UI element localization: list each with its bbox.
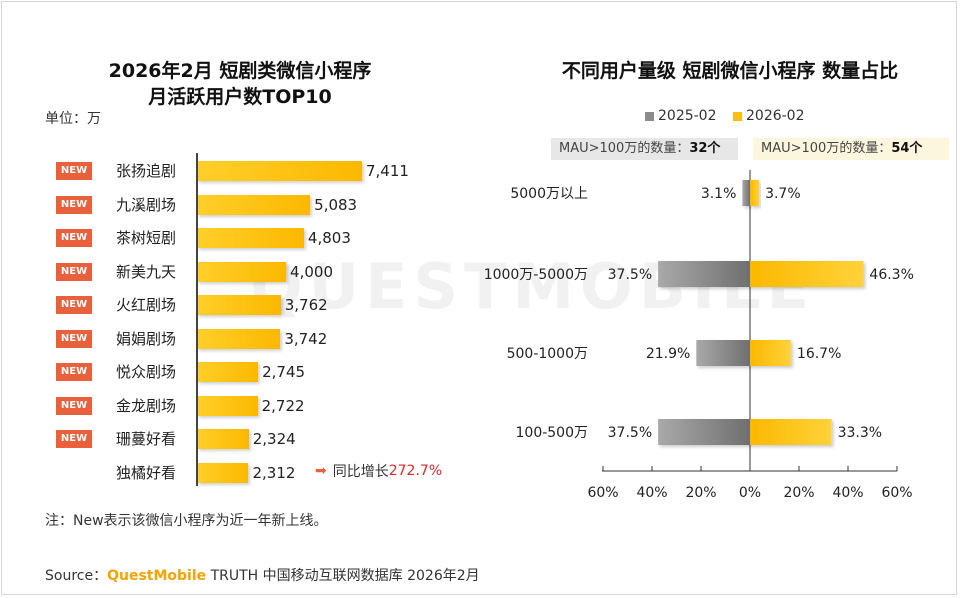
unit-label: 单位：万 bbox=[45, 111, 101, 127]
x-tick-label: 40% bbox=[832, 485, 863, 501]
bar-category-label: 金龙剧场 bbox=[116, 396, 177, 415]
bar-2025 bbox=[658, 261, 750, 287]
bar bbox=[197, 395, 258, 416]
new-tag: NEW bbox=[56, 229, 92, 247]
bar-2026 bbox=[750, 261, 864, 287]
bar-category-label: 茶树短剧 bbox=[116, 229, 177, 247]
bar-value-label: 3,762 bbox=[284, 296, 328, 314]
legend-label-2025: 2025-02 bbox=[658, 108, 717, 124]
bar-category-label: 悦众剧场 bbox=[116, 363, 177, 381]
new-tag: NEW bbox=[56, 396, 92, 415]
bar-2026 bbox=[750, 340, 791, 366]
x-tick-label: 40% bbox=[636, 485, 667, 501]
bar-2025 bbox=[742, 180, 750, 206]
legend-2026: 2026-02 bbox=[733, 108, 805, 124]
mau-2025-box: MAU>100万的数量：32个 bbox=[551, 138, 738, 160]
bar-value-label: 4,000 bbox=[290, 262, 333, 281]
footnote: 注：New表示该微信小程序为近一年新上线。 bbox=[45, 513, 328, 529]
bar-value-label: 5,083 bbox=[314, 195, 358, 214]
left-chart-title: 2026年2月 短剧类微信小程序 月活跃用户数TOP10 bbox=[80, 58, 400, 110]
bar bbox=[197, 161, 362, 181]
right-chart-title: 不同用户量级 短剧微信小程序 数量占比 bbox=[561, 60, 899, 82]
bar-value-label: 2,312 bbox=[252, 463, 296, 482]
mau-2026-label: MAU>100万的数量： bbox=[761, 141, 892, 156]
bar-value-label: 7,411 bbox=[366, 162, 409, 180]
bar-2026-value-label: 46.3% bbox=[869, 267, 913, 283]
bar-2026-value-label: 33.3% bbox=[838, 425, 882, 441]
tier-category-label: 100-500万 bbox=[516, 425, 589, 441]
bar-2025 bbox=[696, 340, 750, 366]
x-tick-label: 60% bbox=[587, 485, 618, 501]
source-line: Source：QuestMobile TRUTH 中国移动互联网数据库 2026… bbox=[45, 565, 480, 585]
tier-category-label: 5000万以上 bbox=[510, 186, 588, 202]
legend-2025: 2025-02 bbox=[645, 108, 717, 124]
left-axis-line bbox=[196, 153, 198, 486]
bar-category-label: 珊蔓好看 bbox=[116, 430, 177, 448]
bar-category-label: 九溪剧场 bbox=[116, 195, 177, 214]
tier-category-label: 1000万-5000万 bbox=[484, 267, 588, 283]
x-tick-label: 0% bbox=[739, 485, 761, 501]
x-tick-label: 60% bbox=[881, 485, 912, 501]
bar-category-label: 新美九天 bbox=[116, 262, 177, 281]
new-tag: NEW bbox=[56, 363, 92, 381]
bar bbox=[197, 261, 287, 282]
bar-value-label: 2,324 bbox=[252, 430, 296, 448]
left-title-line1: 2026年2月 短剧类微信小程序 bbox=[108, 60, 372, 82]
bar-2025-value-label: 21.9% bbox=[646, 346, 690, 362]
bar-category-label: 火红剧场 bbox=[116, 296, 177, 314]
new-tag: NEW bbox=[56, 329, 92, 348]
legend-swatch-2026 bbox=[733, 111, 742, 121]
bar-2025-value-label: 37.5% bbox=[608, 267, 652, 283]
source-label: Source： bbox=[45, 568, 108, 584]
bar-2025 bbox=[658, 419, 750, 445]
new-tag: NEW bbox=[56, 296, 92, 314]
bar-value-label: 4,803 bbox=[307, 229, 351, 247]
mau-2025-value: 32个 bbox=[689, 141, 721, 156]
source-brand: QuestMobile bbox=[107, 568, 207, 584]
bar-value-label: 3,742 bbox=[284, 329, 328, 348]
bar bbox=[197, 328, 281, 349]
bar-value-label: 2,745 bbox=[262, 363, 306, 381]
growth-label: 同比增长 bbox=[332, 464, 389, 480]
bar-2026 bbox=[750, 180, 760, 206]
new-tag: NEW bbox=[56, 195, 92, 214]
growth-annotation: ➡ 同比增长 272.7% bbox=[315, 461, 442, 481]
bar-category-label: 张扬追剧 bbox=[116, 162, 177, 180]
legend-label-2026: 2026-02 bbox=[746, 108, 805, 124]
legend-swatch-2025 bbox=[645, 111, 654, 121]
new-tag: NEW bbox=[56, 262, 92, 281]
bar-value-label: 2,722 bbox=[261, 396, 305, 415]
new-tag: NEW bbox=[56, 162, 92, 180]
x-tick-label: 20% bbox=[783, 485, 814, 501]
bar-category-label: 独橘好看 bbox=[116, 463, 177, 482]
source-text: TRUTH 中国移动互联网数据库 2026年2月 bbox=[206, 568, 480, 584]
tier-category-label: 500-1000万 bbox=[507, 346, 588, 362]
bar-2025-value-label: 37.5% bbox=[608, 425, 652, 441]
bar bbox=[197, 194, 311, 215]
bar-2026-value-label: 3.7% bbox=[765, 186, 801, 202]
bar bbox=[197, 228, 304, 248]
mau-2025-label: MAU>100万的数量： bbox=[559, 141, 690, 156]
mau-2026-box: MAU>100万的数量：54个 bbox=[753, 138, 949, 160]
mau-2026-value: 54个 bbox=[891, 141, 923, 156]
bar bbox=[197, 295, 281, 315]
x-tick-label: 20% bbox=[685, 485, 716, 501]
arrow-right-icon: ➡ bbox=[315, 463, 327, 479]
left-title-line2: 月活跃用户数TOP10 bbox=[148, 86, 332, 108]
new-tag: NEW bbox=[56, 430, 92, 448]
bar bbox=[197, 429, 249, 449]
bar-2026-value-label: 16.7% bbox=[797, 346, 841, 362]
bar bbox=[197, 462, 249, 483]
bar-2026 bbox=[750, 419, 832, 445]
bar-category-label: 娟娟剧场 bbox=[116, 329, 177, 348]
growth-value: 272.7% bbox=[388, 463, 443, 479]
bar-2025-value-label: 3.1% bbox=[701, 186, 737, 202]
bar bbox=[197, 362, 259, 382]
